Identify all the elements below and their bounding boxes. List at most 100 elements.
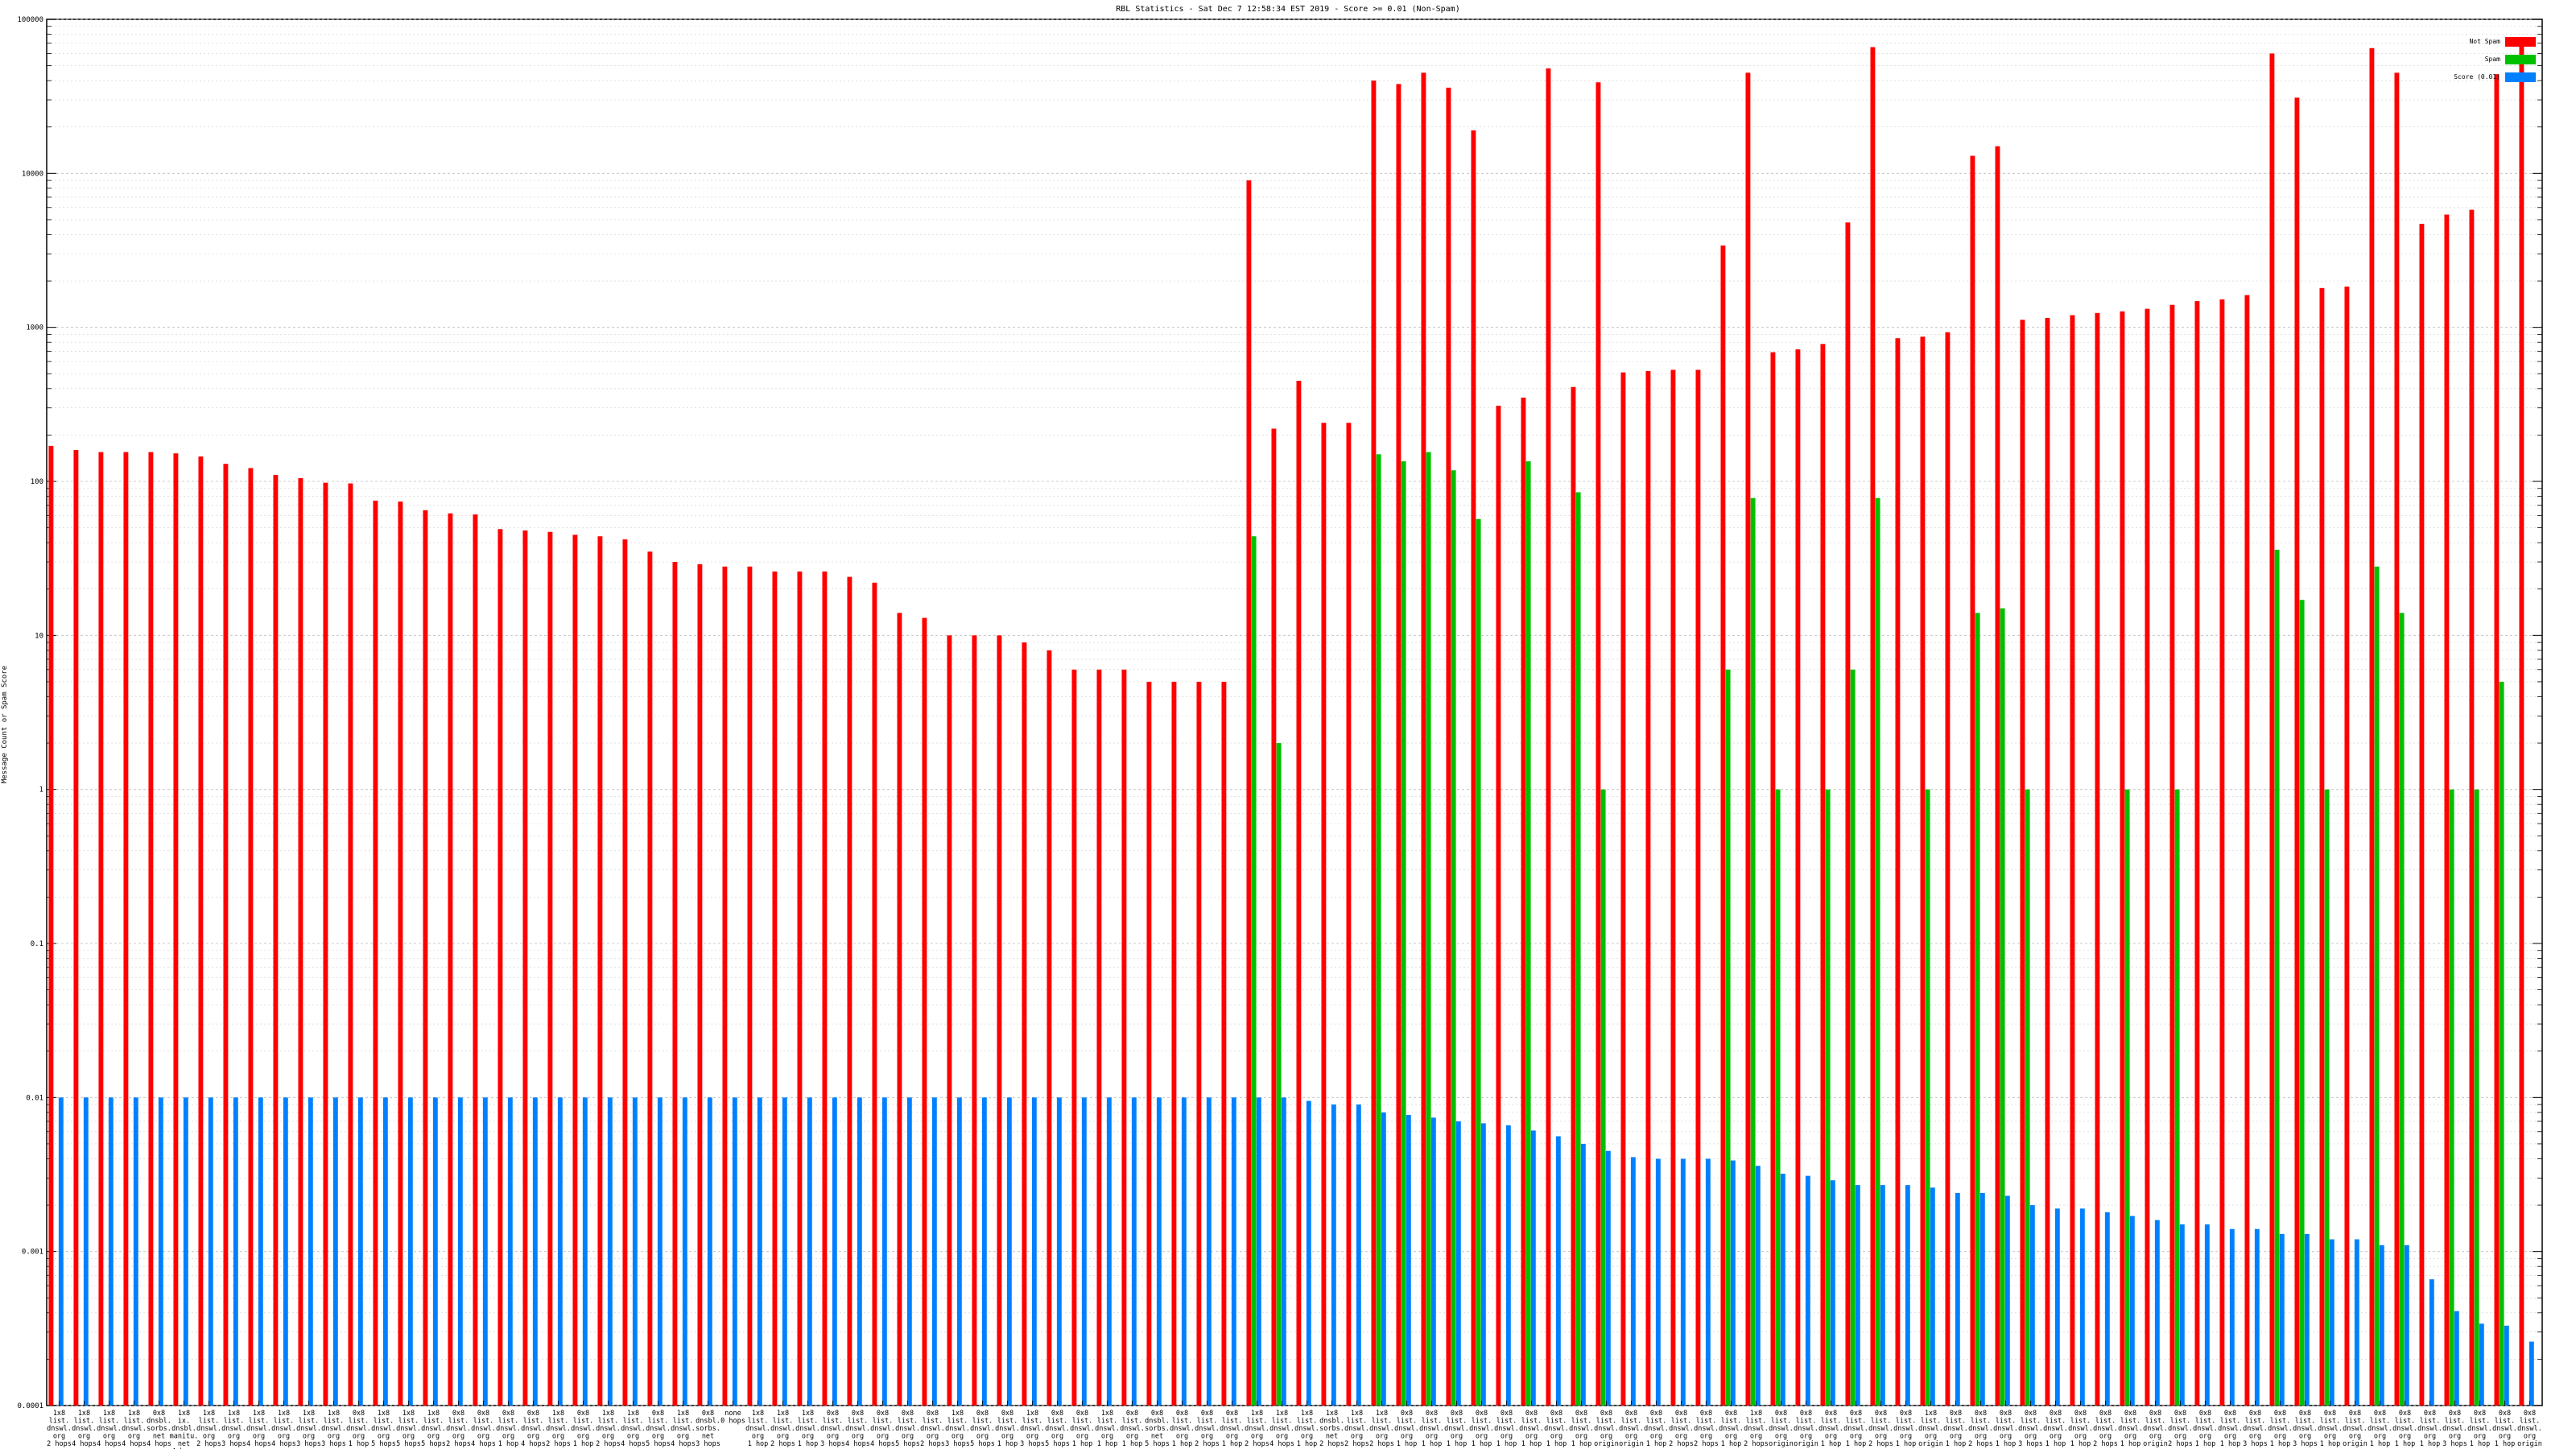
x-category-label-line: 1 hop [1122,1440,1143,1448]
x-category-label-line: 3 hops [221,1440,246,1448]
x-category-label-line: dnswl. [2368,1425,2392,1433]
not-spam-bar [2494,74,2500,1406]
x-category-label-line: org [1226,1433,1238,1441]
x-category-label: 0x8 list. dnswl. org 1 hop [2392,1410,2417,1448]
x-category-label-line: 4 hops [271,1440,296,1448]
x-category-label: 0x8 list. dnswl. org origin [1619,1410,1644,1448]
x-category-label-line: org [1600,1433,1612,1441]
x-category-label-line: org [827,1433,839,1441]
x-category-label-line: dnswl. [895,1425,920,1433]
legend-swatch [2505,72,2536,82]
x-category-label: 0x8 dnsbl. sorbs. net 5 hops [1145,1410,1170,1448]
x-category-label-line: list. [1272,1418,1293,1426]
x-category-label: 1x8 list. dnswl. org 2 hops [47,1410,72,1448]
x-category-label-line: 5 hops [895,1440,920,1448]
x-category-label-line: 1 hop [1397,1440,1418,1448]
x-category-label-line: dnswl. [1494,1425,1519,1433]
x-category-label-line: list. [898,1418,919,1426]
x-category-label-line: org [1176,1433,1188,1441]
score-bar [1156,1097,1162,1406]
x-category-label-line: list. [1896,1418,1917,1426]
x-category-label: 0x8 list. dnswl. org 1 hop [1943,1410,1968,1448]
x-category-label: 1x8 list. dnswl. org 4 hops [246,1410,271,1448]
x-category-label-line: org [477,1433,489,1441]
spam-bar [1750,497,1756,1406]
x-category-label-line: 1x8 [1326,1410,1338,1418]
x-category-label-line: dnswl. [571,1425,596,1433]
x-category-label: 0x8 list. dnswl. org 1 hop [1419,1410,1444,1448]
x-category-label-line: 1 hop [1571,1440,1592,1448]
not-spam-bar [672,562,678,1406]
legend-swatch [2505,55,2536,64]
x-category-label-line: 1x8 [1351,1410,1363,1418]
not-spam-bar [1945,332,1951,1406]
x-category-label-line: dnswl. [1918,1425,1943,1433]
x-category-label-line: 2 hops [1968,1440,1993,1448]
spam-bar [2274,549,2280,1406]
x-category-label-line: dnswl. [671,1425,696,1433]
x-category-label: 0x8 list. dnswl. org 2 hops [2093,1410,2118,1448]
x-category-label-line: 0x8 [2149,1410,2161,1418]
x-category-label-line: dnswl. [2043,1425,2068,1433]
x-category-label-line: 2 hops [446,1440,471,1448]
not-spam-bar [1870,47,1876,1406]
x-category-label-line: 0x8 [1575,1410,1587,1418]
x-category-label-line: org [1426,1433,1438,1441]
x-category-label: 0x8 list. dnswl. org 2 hops [1868,1410,1893,1448]
not-spam-bar [348,483,353,1406]
x-category-label-line: org [2074,1433,2087,1441]
x-category-label-line: 1 hop [748,1440,769,1448]
x-category-label: 0x8 list. dnswl. org 1 hop [2218,1410,2243,1448]
x-category-label-line: org [1001,1433,1013,1441]
x-category-label-line: dnswl. [745,1425,770,1433]
x-category-label-line: 0x8 [2199,1410,2211,1418]
x-category-label-line: org [1925,1433,1937,1441]
x-category-label-line: 2 hops [2168,1440,2193,1448]
x-category-label-line: 1 hop [1097,1440,1118,1448]
x-category-label-line: 0x8 [1625,1410,1637,1418]
x-category-label-line: 0x8 [2274,1410,2286,1418]
x-category-label-line: 4 hops [97,1440,122,1448]
not-spam-bar [1022,642,1027,1406]
x-category-label-line: dnswl. [795,1425,820,1433]
x-category-label-line: 0x8 [477,1410,489,1418]
x-category-label-line: 0x8 [652,1410,664,1418]
x-category-label-line: org [852,1433,864,1441]
x-category-label-line: dnswl. [396,1425,421,1433]
x-category-label-line: 0x8 [153,1410,165,1418]
x-category-label-line: 0x8 [2025,1410,2037,1418]
x-category-label-line: org [2000,1433,2012,1441]
x-category-label-line: dnswl. [1369,1425,1394,1433]
x-category-label-line: 0x8 [2324,1410,2336,1418]
x-category-label-line: dnswl. [1195,1425,1220,1433]
x-category-label-line: list. [199,1418,220,1426]
not-spam-bar [1970,155,1975,1406]
x-category-label: none 0 hops [720,1410,745,1426]
x-category-label: 0x8 list. dnswl. org 1 hop [1893,1410,1918,1448]
x-category-label-line: org [552,1433,564,1441]
not-spam-bar [1221,681,1227,1406]
x-category-label: 0x8 list. dnswl. org 1 hop [1444,1410,1469,1448]
x-category-label-line: 0x8 [1126,1410,1138,1418]
x-category-label-line: 3 hops [321,1440,346,1448]
x-category-label: 0x8 list. dnswl. org 1 hop [2318,1410,2343,1448]
x-category-label-line: 0x8 [1076,1410,1088,1418]
x-category-label-line: 1 hop [1422,1440,1443,1448]
x-category-label-line: org [902,1433,914,1441]
not-spam-bar [2244,295,2250,1406]
spam-bar [2474,789,2479,1406]
plot-area [46,19,2543,1406]
not-spam-bar [1620,372,1626,1406]
score-bar [1630,1157,1636,1406]
score-bar [1855,1185,1860,1406]
x-category-label: 0x8 list. dnswl. org origin [2143,1410,2168,1448]
x-category-label-line: list. [2095,1418,2116,1426]
x-category-label: 0x8 list. dnswl. org 3 hops [2018,1410,2043,1448]
x-category-label-line: 2 hops [1669,1440,1694,1448]
legend: Not Spam Spam Score (0.01) [2454,37,2536,82]
score-bar [233,1097,238,1406]
not-spam-bar [248,468,254,1406]
x-category-label-line: 0x8 [502,1410,514,1418]
x-category-label-line: 1 hop [2420,1440,2441,1448]
x-category-label-line: list. [2420,1418,2441,1426]
